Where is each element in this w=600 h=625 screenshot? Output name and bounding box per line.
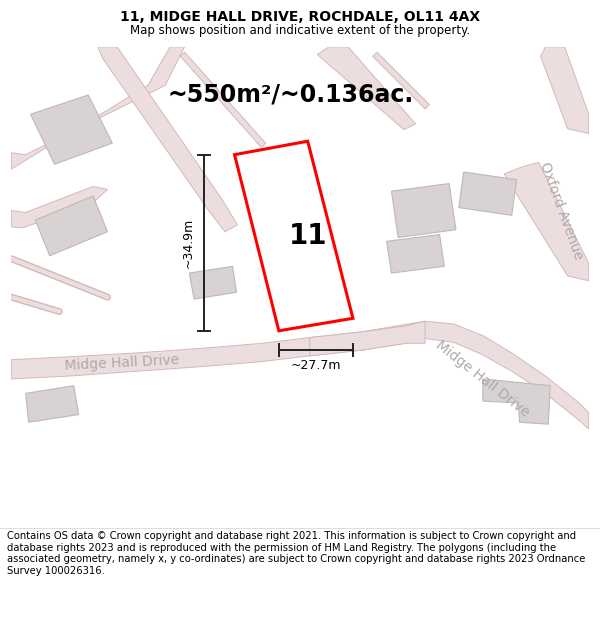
Text: 11, MIDGE HALL DRIVE, ROCHDALE, OL11 4AX: 11, MIDGE HALL DRIVE, ROCHDALE, OL11 4AX [120, 10, 480, 24]
Polygon shape [11, 326, 406, 379]
Polygon shape [26, 386, 79, 423]
Polygon shape [31, 95, 112, 164]
Polygon shape [483, 379, 550, 424]
Text: 11: 11 [289, 222, 327, 250]
Polygon shape [541, 47, 589, 134]
Text: Oxford Avenue: Oxford Avenue [538, 160, 586, 261]
Text: ~27.7m: ~27.7m [290, 359, 341, 372]
Text: Midge Hall Drive: Midge Hall Drive [64, 352, 179, 372]
Polygon shape [317, 47, 415, 129]
Polygon shape [459, 172, 517, 215]
Text: ~550m²/~0.136ac.: ~550m²/~0.136ac. [167, 83, 413, 107]
Polygon shape [98, 47, 238, 232]
Polygon shape [310, 321, 425, 356]
Polygon shape [504, 162, 589, 281]
Polygon shape [391, 184, 456, 238]
Polygon shape [362, 321, 589, 429]
Polygon shape [35, 196, 107, 256]
Polygon shape [190, 266, 236, 299]
Polygon shape [386, 234, 445, 273]
Polygon shape [11, 47, 185, 169]
Text: Map shows position and indicative extent of the property.: Map shows position and indicative extent… [130, 24, 470, 36]
Polygon shape [235, 141, 353, 331]
Text: Midge Hall Drive: Midge Hall Drive [433, 338, 532, 420]
Polygon shape [11, 186, 107, 228]
Text: Contains OS data © Crown copyright and database right 2021. This information is : Contains OS data © Crown copyright and d… [7, 531, 586, 576]
Text: ~34.9m: ~34.9m [182, 217, 195, 268]
